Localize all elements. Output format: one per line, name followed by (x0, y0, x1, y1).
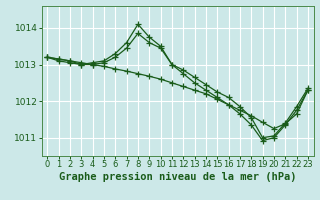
X-axis label: Graphe pression niveau de la mer (hPa): Graphe pression niveau de la mer (hPa) (59, 172, 296, 182)
